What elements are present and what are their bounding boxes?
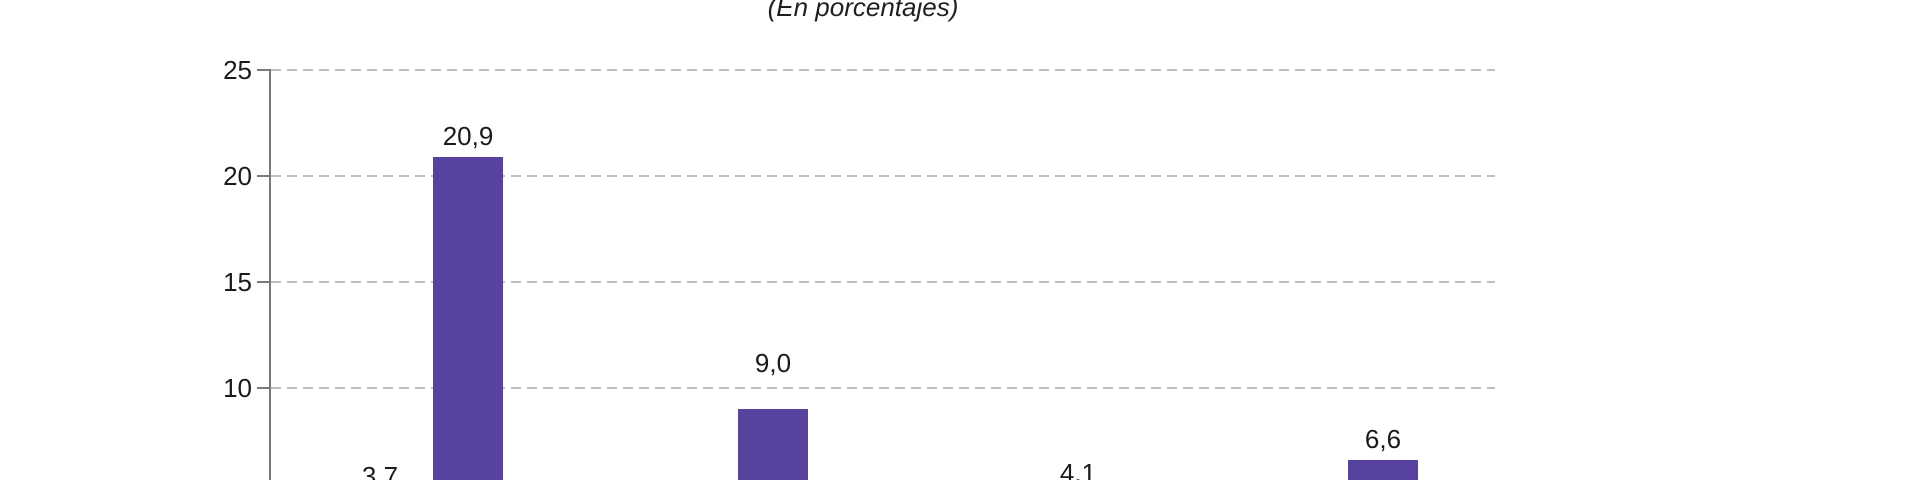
y-tick-label-10: 10 <box>223 373 252 403</box>
bar-9-0 <box>738 409 808 480</box>
bar-value-label-6-6: 6,6 <box>1364 424 1402 455</box>
bar-value-label-20-9: 20,9 <box>442 120 494 151</box>
chart-subtitle: (En porcentajes) <box>767 0 959 22</box>
bar-20-9 <box>433 156 503 480</box>
gridline-10 <box>271 387 1495 389</box>
y-axis-line <box>269 69 271 480</box>
y-tick-label-20: 20 <box>223 161 252 191</box>
bar-value-label-9-0: 9,0 <box>754 348 792 379</box>
gridline-15 <box>271 281 1495 283</box>
y-tick-mark-20 <box>257 175 270 177</box>
gridline-20 <box>271 175 1495 177</box>
y-tick-mark-10 <box>257 387 270 389</box>
y-tick-mark-15 <box>257 281 270 283</box>
bar-value-label-4-1: 4,1 <box>1059 458 1097 480</box>
bar-6-6 <box>1348 460 1418 480</box>
y-tick-label-15: 15 <box>223 267 252 297</box>
bar-value-label-3-7: 3,7 <box>361 460 399 480</box>
gridline-25 <box>271 69 1495 71</box>
y-tick-label-25: 25 <box>223 55 252 85</box>
y-tick-mark-25 <box>257 69 270 71</box>
